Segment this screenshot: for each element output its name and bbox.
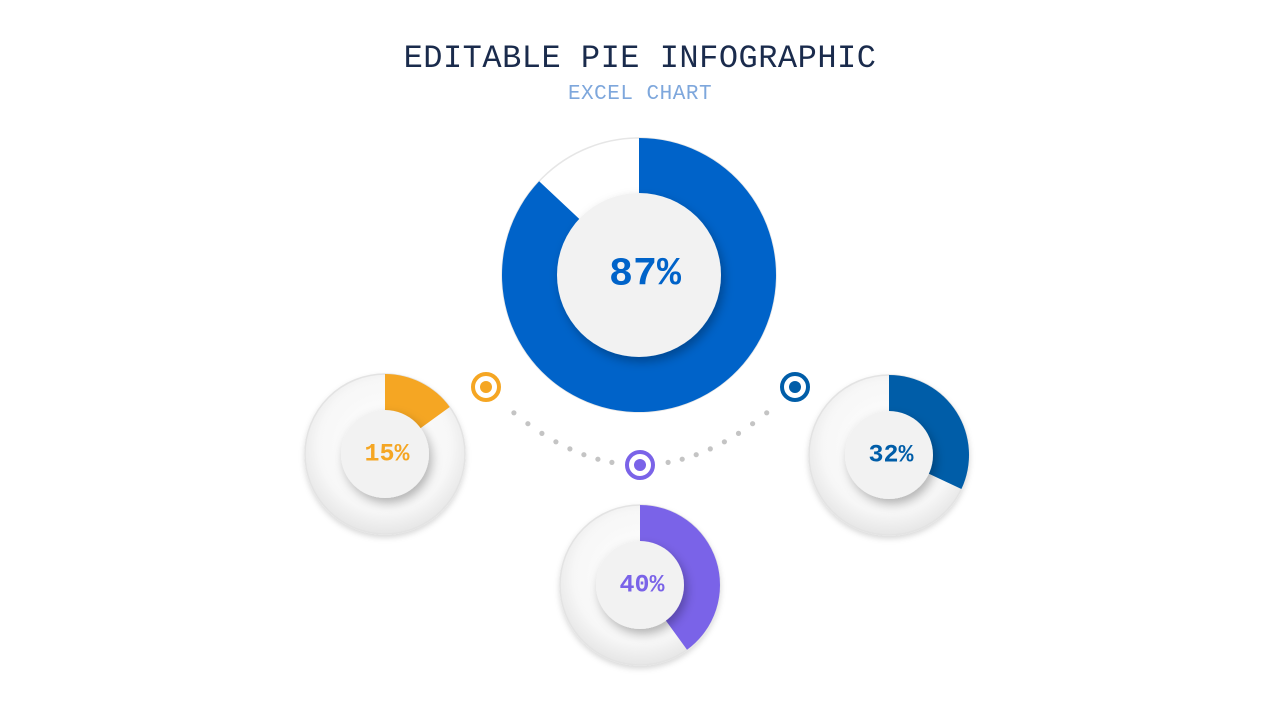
connector-dot [707, 446, 713, 452]
pie-center [596, 541, 684, 629]
connector-dot [553, 439, 559, 445]
pie-chart-bottom: 40% [559, 504, 721, 666]
target-marker-icon [471, 372, 501, 402]
pie-center [341, 410, 429, 498]
pie-center [557, 193, 721, 357]
connector-dot [581, 452, 587, 458]
pie-value-label: 32% [868, 441, 914, 470]
pie-chart-right: 32% [808, 374, 970, 536]
connector-dot [679, 456, 685, 462]
connector-dot [693, 452, 699, 458]
pie-value-label: 87% [609, 253, 682, 298]
pie-center [845, 411, 933, 499]
pie-chart-left: 15% [304, 373, 466, 535]
pie-chart-main: 87% [501, 137, 777, 413]
target-marker-icon [625, 450, 655, 480]
pie-value-label: 40% [619, 571, 665, 600]
connector-dot [764, 410, 770, 416]
connector-dot [665, 459, 671, 465]
connector-dot [609, 459, 615, 465]
connector-dot [511, 410, 517, 416]
dotted-connector [511, 410, 770, 465]
connector-dot [721, 439, 728, 445]
pie-value-label: 15% [364, 440, 410, 469]
connector-dot [567, 446, 573, 452]
connector-dot [595, 456, 601, 462]
connector-dot [539, 430, 545, 436]
connector-dot [735, 430, 742, 436]
marker-dot [634, 459, 646, 471]
connector-dot [750, 421, 756, 427]
marker-dot [789, 381, 801, 393]
connector-dot [525, 421, 531, 427]
page-title: EDITABLE PIE INFOGRAPHIC [403, 40, 877, 77]
page-subtitle: EXCEL CHART [567, 83, 713, 106]
marker-dot [480, 381, 492, 393]
target-marker-icon [780, 372, 810, 402]
